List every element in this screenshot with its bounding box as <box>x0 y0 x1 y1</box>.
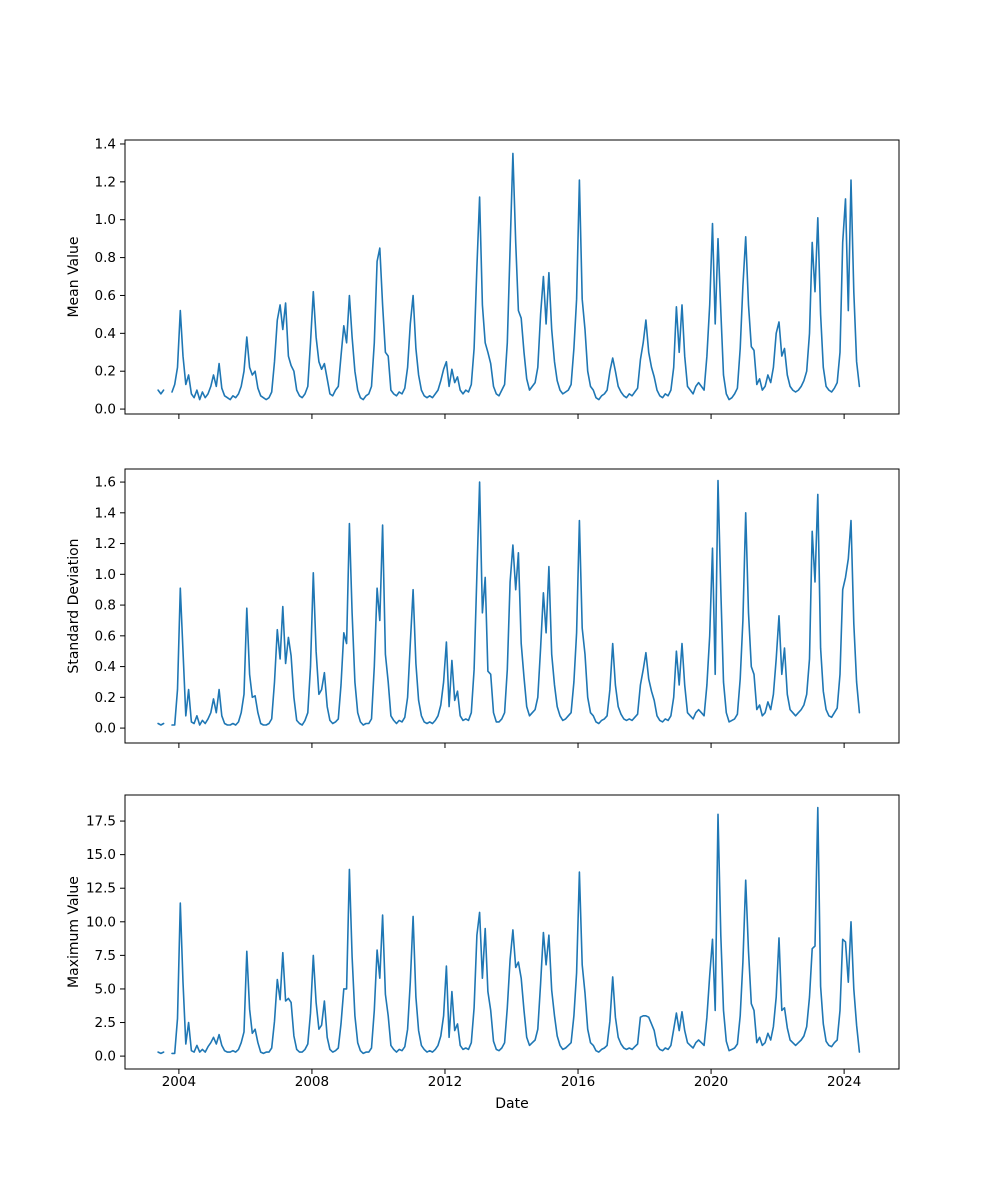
y-tick-label: 2.5 <box>95 1015 116 1031</box>
y-tick-label: 0.8 <box>95 598 116 614</box>
plots-layer: 0.0 0.2 0.4 0.6 0.8 1.0 1.2 1.4 0.0 0.2 0.4 0.6 0.8 1… <box>86 136 900 1090</box>
plot-border <box>124 139 900 415</box>
y-tick-label: 12.5 <box>86 881 116 897</box>
y-tick-label: 17.5 <box>86 814 116 830</box>
x-tick-label: 2024 <box>827 1074 861 1090</box>
x-axis-label-date: Date <box>495 1096 528 1112</box>
series-line-max <box>157 806 861 1055</box>
y-tick-label: 0.8 <box>95 250 116 266</box>
x-tick-label: 2020 <box>694 1074 728 1090</box>
subplot-mean: 0.0 0.2 0.4 0.6 0.8 1.0 1.2 1.4 <box>95 136 900 419</box>
y-tick-label: 0.0 <box>95 721 116 737</box>
y-tick-label: 0.4 <box>95 326 116 342</box>
plot-border <box>124 468 900 744</box>
x-tick-label: 2012 <box>428 1074 462 1090</box>
y-tick-label: 1.4 <box>95 136 116 152</box>
y-tick-label: 5.0 <box>95 981 116 997</box>
y-tick-label: 0.2 <box>95 364 116 380</box>
y-tick-label: 0.6 <box>95 628 116 644</box>
x-tick-label: 2004 <box>162 1074 196 1090</box>
y-axis-label-mean-value: Mean Value <box>66 236 82 317</box>
axis-labels: Mean Value Standard Deviation Maximum Va… <box>66 236 529 1112</box>
y-tick-label: 1.0 <box>95 567 116 583</box>
y-tick-label: 15.0 <box>86 847 116 863</box>
y-tick-label: 0.0 <box>95 1049 116 1065</box>
subplot-std_dev: 0.0 0.2 0.4 0.6 0.8 1.0 1.2 1.4 1.6 <box>95 468 900 748</box>
series-line-std_dev <box>157 479 861 726</box>
y-tick-label: 10.0 <box>86 914 116 930</box>
y-tick-label: 1.0 <box>95 212 116 228</box>
subplot-max: 0.0 2.5 5.0 7.5 10.0 12.5 15.0 17.5 2004 2008 2012… <box>86 794 900 1090</box>
y-tick-label: 1.6 <box>95 475 116 491</box>
plot-border <box>124 794 900 1070</box>
y-axis-label-maximum-value: Maximum Value <box>66 876 82 988</box>
series-line-mean <box>157 152 861 401</box>
y-tick-label: 0.0 <box>95 402 116 418</box>
y-tick-label: 1.2 <box>95 536 116 552</box>
y-axis-label-standard-deviation: Standard Deviation <box>66 538 82 673</box>
y-tick-label: 1.4 <box>95 505 116 521</box>
x-tick-label: 2016 <box>561 1074 595 1090</box>
x-tick-label: 2008 <box>295 1074 329 1090</box>
y-tick-label: 0.6 <box>95 288 116 304</box>
y-tick-label: 0.4 <box>95 659 116 675</box>
y-tick-label: 1.2 <box>95 174 116 190</box>
y-tick-label: 0.2 <box>95 690 116 706</box>
y-tick-label: 7.5 <box>95 948 116 964</box>
